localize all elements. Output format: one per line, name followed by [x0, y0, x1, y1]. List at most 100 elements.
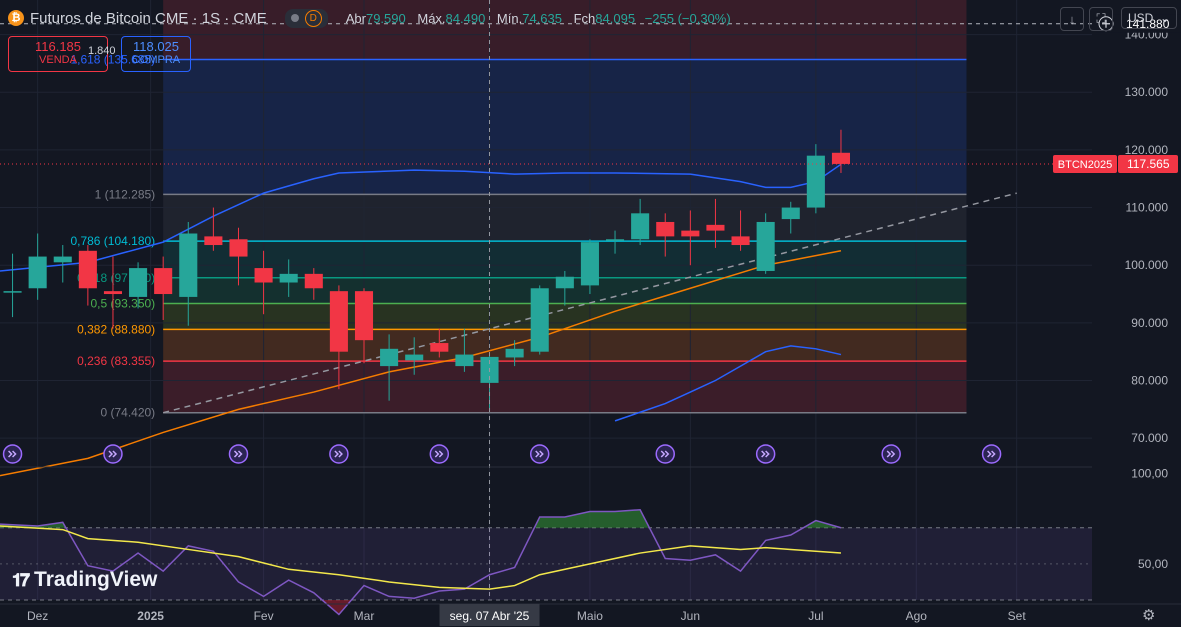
spread-value: 1.840 [88, 45, 116, 57]
fib-level-label-1: 0,236 (83.355) [77, 354, 155, 368]
gear-icon[interactable]: ⚙ [1142, 607, 1156, 624]
candle-body-27 [681, 230, 700, 237]
tradingview-logo[interactable]: 𝟏𝟕 TradingView [12, 568, 157, 592]
high-label: Máx. [417, 10, 446, 26]
candle-body-16 [405, 354, 424, 361]
y-tick-label-6: 80.000 [1131, 374, 1168, 388]
crosshair-time-badge [439, 604, 540, 626]
close-label: Fch [573, 10, 596, 26]
plus-icon [1102, 19, 1110, 28]
y-tick-label-7: 70.000 [1131, 431, 1168, 445]
fib-zone-6 [163, 59, 967, 195]
currency-select[interactable]: USD ⌄ [1121, 7, 1177, 29]
y-tick-label-3: 110.000 [1126, 201, 1169, 215]
fib-zone-1 [163, 329, 967, 362]
candle-body-11 [279, 273, 298, 283]
x-tick-label-0: Dez [27, 609, 48, 623]
rsi-signal-line [0, 525, 842, 590]
fullscreen-button[interactable]: ⛶ [1089, 7, 1113, 31]
download-button[interactable]: ↓ [1060, 7, 1084, 31]
status-pill[interactable]: D [284, 8, 328, 28]
candle-body-25 [631, 213, 650, 240]
currency-value: USD [1128, 11, 1154, 25]
forward-arrow-icon-0 [8, 450, 17, 458]
candle-body-29 [731, 236, 750, 246]
ohlc-values: Abr79.590 Máx.84.490 Mín.74.635 Fch84.09… [346, 11, 731, 26]
rsi-tick-label-0: 100,00 [1131, 467, 1168, 481]
x-tick-label-9: Set [1008, 609, 1027, 623]
low-label: Mín. [496, 10, 523, 26]
x-tick-label-6: Jun [681, 609, 700, 623]
bollinger-upper-line [0, 163, 842, 272]
symbol-title[interactable]: Futuros de Bitcoin CME · 1S · CME [30, 9, 267, 27]
candle-body-23 [580, 242, 599, 286]
forward-arrow-icon-3 [334, 450, 343, 458]
market-status-icon [290, 14, 299, 22]
bollinger-lower-line [614, 345, 842, 422]
candle-body-6 [154, 268, 173, 295]
candle-body-22 [555, 276, 574, 289]
y-tick-label-4: 100.000 [1125, 258, 1169, 272]
forward-arrow-icon-9 [987, 450, 996, 458]
price-axis-background [1092, 0, 1181, 627]
candle-body-7 [179, 233, 198, 297]
x-tick-label-4: seg. 07 Abr '25 [450, 609, 530, 623]
sell-label: VENDA [39, 54, 77, 66]
last-price-badge [1118, 154, 1178, 173]
chevron-down-icon: ⌄ [1159, 11, 1170, 25]
fib-level-label-5: 0,786 (104.180) [70, 234, 155, 248]
fib-level-label-0: 0 (74.420) [100, 406, 155, 420]
candle-body-31 [781, 207, 800, 220]
low-value: 74.635 [522, 10, 562, 26]
candle-body-10 [254, 268, 273, 283]
buy-button[interactable]: 118.025 COMPRA [121, 36, 191, 72]
candle-body-30 [756, 221, 775, 271]
buy-label: COMPRA [131, 54, 181, 66]
tradingview-logo-icon: 𝟏𝟕 [12, 569, 30, 590]
candle-body-12 [304, 273, 323, 289]
rsi-overbought-fill-1 [534, 509, 650, 528]
rsi-overbought-fill-2 [803, 520, 841, 528]
arrow-down-icon: ↓ [1068, 11, 1076, 27]
candle-body-8 [204, 236, 223, 246]
y-tick-label-2: 120.000 [1125, 143, 1169, 157]
bitcoin-icon: ₿ [8, 10, 24, 26]
candle-body-2 [53, 256, 72, 263]
ema-line [0, 250, 842, 477]
candle-body-13 [329, 291, 348, 352]
forward-arrow-icon-6 [660, 450, 670, 458]
candle-body-26 [656, 221, 675, 237]
forward-arrow-icon-5 [535, 450, 544, 458]
fib-zone-2 [163, 303, 967, 330]
chart-legend: ₿ Futuros de Bitcoin CME · 1S · CME D Ab… [8, 8, 731, 28]
candle-body-4 [103, 291, 123, 295]
x-tick-label-7: Jul [808, 609, 823, 623]
change-value: −255 (−0,30%) [644, 10, 731, 26]
candle-body-3 [78, 250, 97, 289]
fib-level-label-6: 1 (112.285) [95, 187, 156, 201]
trend-line [162, 192, 1017, 414]
fib-level-label-7: 1,618 (135.685) [70, 52, 155, 66]
horizontal-line-label: 141.880 [1126, 17, 1170, 31]
fib-zone-0 [163, 361, 967, 413]
fib-zone-5 [163, 194, 967, 242]
close-value: 84.095 [595, 10, 636, 26]
forward-arrow-icon-8 [886, 450, 896, 458]
sell-price: 116.185 [34, 39, 82, 54]
forward-arrow-icon-1 [108, 450, 118, 458]
sell-button[interactable]: 116.185 VENDA [8, 36, 108, 72]
ticker-badge [1053, 154, 1117, 173]
high-value: 84.490 [445, 10, 486, 26]
candle-body-17 [430, 343, 449, 352]
candle-body-14 [354, 291, 374, 341]
candle-body-5 [129, 268, 148, 297]
candle-body-0 [3, 291, 22, 293]
fib-level-label-3: 0,5 (93.350) [90, 297, 155, 311]
fib-level-label-2: 0,382 (88.880) [77, 322, 155, 336]
ticker-label: BTCN2025 [1058, 159, 1112, 171]
candle-body-33 [831, 152, 851, 164]
last-price-label: 117.565 [1127, 157, 1170, 171]
forward-arrow-icon-7 [761, 450, 770, 458]
y-tick-label-5: 90.000 [1131, 316, 1168, 330]
